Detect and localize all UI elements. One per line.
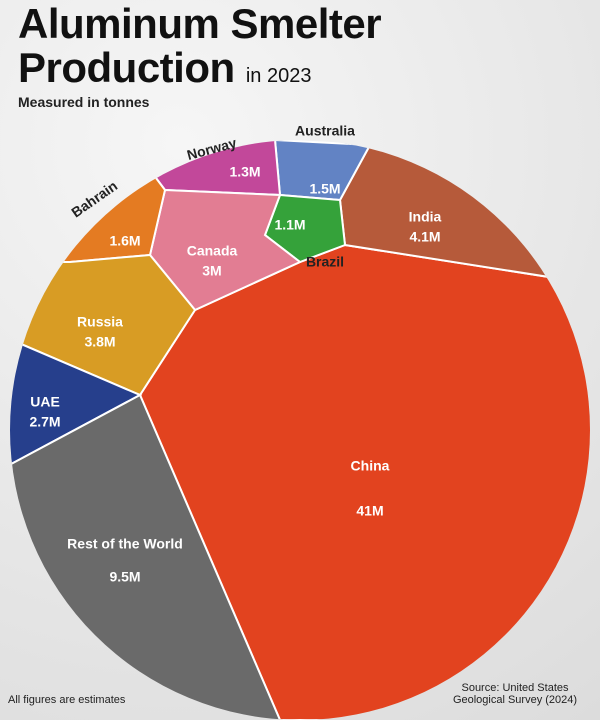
value-label: 4.1M <box>409 229 440 245</box>
category-label: UAE <box>30 394 60 410</box>
category-label: India <box>409 209 442 225</box>
source: Source: United States Geological Survey … <box>452 682 578 706</box>
value-label: 1.6M <box>109 233 140 249</box>
category-label: China <box>351 458 390 474</box>
value-label: 9.5M <box>109 569 140 585</box>
cell <box>10 253 197 397</box>
category-label: Australia <box>295 123 355 139</box>
value-label: 1.5M <box>309 181 340 197</box>
value-label: 1.3M <box>229 164 260 180</box>
category-label: Russia <box>77 314 123 330</box>
subtitle: Measured in tonnes <box>18 94 150 110</box>
value-label: 2.7M <box>29 414 60 430</box>
title: Aluminum Smelter Production in 2023 <box>18 2 498 98</box>
value-label: 41M <box>356 503 383 519</box>
value-label: 3.8M <box>84 334 115 350</box>
value-label: 3M <box>202 263 221 279</box>
value-label: 1.1M <box>274 217 305 233</box>
category-label: Canada <box>187 243 238 259</box>
category-label: Brazil <box>306 254 344 270</box>
note: All figures are estimates <box>8 694 126 706</box>
title-text: Aluminum Smelter Production <box>18 0 382 91</box>
category-label: Rest of the World <box>67 536 183 552</box>
title-suffix: in 2023 <box>245 65 312 87</box>
